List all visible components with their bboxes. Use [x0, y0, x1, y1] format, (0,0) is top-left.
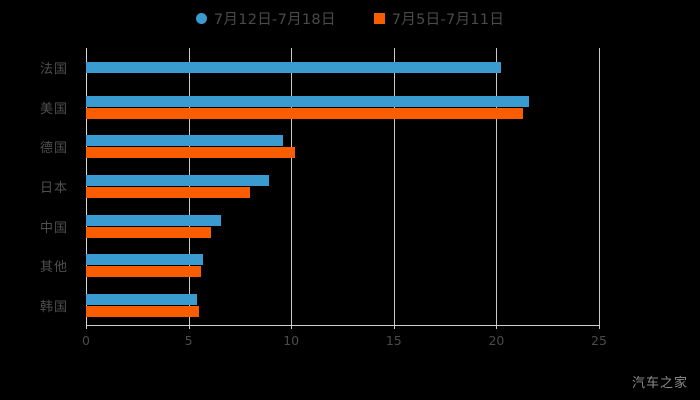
- legend-item-orange[interactable]: 7月5日-7月11日: [373, 8, 505, 29]
- watermark: 汽车之家: [631, 376, 688, 391]
- x-tick-mark: [496, 325, 498, 329]
- square-marker-icon: [373, 13, 385, 24]
- bar-group: [86, 206, 599, 246]
- gridline: [599, 48, 600, 325]
- bar-orange[interactable]: [86, 147, 296, 159]
- x-tick-mark: [86, 325, 87, 329]
- y-axis-label-1: 美国: [39, 101, 68, 117]
- y-axis-label-5: 其他: [39, 260, 68, 276]
- x-tick-label-5: 25: [591, 333, 607, 348]
- y-axis-label-2: 德国: [39, 141, 68, 157]
- bar-blue[interactable]: [86, 62, 501, 74]
- bar-blue[interactable]: [86, 214, 222, 226]
- x-axis-ticks: 0 5 10 15 20 25: [82, 325, 607, 348]
- legend-item-blue[interactable]: 7月12日-7月18日: [195, 8, 336, 29]
- bar-rows: [86, 48, 599, 325]
- y-axis-label-6: 韩国: [39, 299, 68, 315]
- x-axis-line: [86, 325, 599, 326]
- bar-orange[interactable]: [86, 305, 199, 317]
- x-tick-label-2: 10: [283, 333, 300, 348]
- x-tick-mark: [393, 325, 395, 329]
- gridlines: [86, 48, 600, 325]
- gridline: [86, 48, 87, 325]
- gridline: [291, 48, 293, 325]
- y-axis-label-0: 法国: [39, 62, 68, 78]
- x-tick-label-0: 0: [82, 333, 90, 348]
- y-axis-labels: 法国美国德国日本中国其他韩国: [0, 48, 78, 325]
- bar-orange[interactable]: [86, 266, 201, 278]
- bar-group: [86, 88, 599, 128]
- bar-group: [86, 48, 599, 88]
- bar-orange[interactable]: [86, 226, 212, 238]
- gridline: [496, 48, 498, 325]
- x-tick-label-4: 20: [488, 333, 505, 348]
- y-axis-label-4: 中国: [39, 220, 68, 236]
- plot-area: [86, 48, 600, 325]
- gridline: [393, 48, 395, 325]
- bar-blue[interactable]: [86, 95, 530, 107]
- x-tick-label-1: 5: [184, 333, 193, 348]
- bar-group: [86, 246, 599, 286]
- bar-orange[interactable]: [86, 187, 251, 199]
- x-tick-label-3: 15: [385, 333, 402, 348]
- bar-group: [86, 167, 599, 207]
- y-axis-label-3: 日本: [39, 181, 68, 197]
- chart-legend: 7月12日-7月18日 7月5日-7月11日: [0, 8, 700, 29]
- bar-blue[interactable]: [86, 135, 283, 147]
- bar-blue[interactable]: [86, 175, 269, 187]
- legend-label-blue: 7月12日-7月18日: [213, 12, 336, 28]
- legend-label-orange: 7月5日-7月11日: [391, 12, 505, 28]
- x-tick-mark: [188, 325, 190, 329]
- circle-marker-icon: [195, 13, 207, 24]
- bar-group: [86, 127, 599, 167]
- x-tick-mark: [291, 325, 293, 329]
- gridline: [188, 48, 190, 325]
- x-tick-mark: [599, 325, 600, 329]
- bar-group: [86, 285, 599, 325]
- bar-blue[interactable]: [86, 293, 197, 305]
- bar-blue[interactable]: [86, 254, 203, 266]
- bar-orange[interactable]: [86, 107, 524, 119]
